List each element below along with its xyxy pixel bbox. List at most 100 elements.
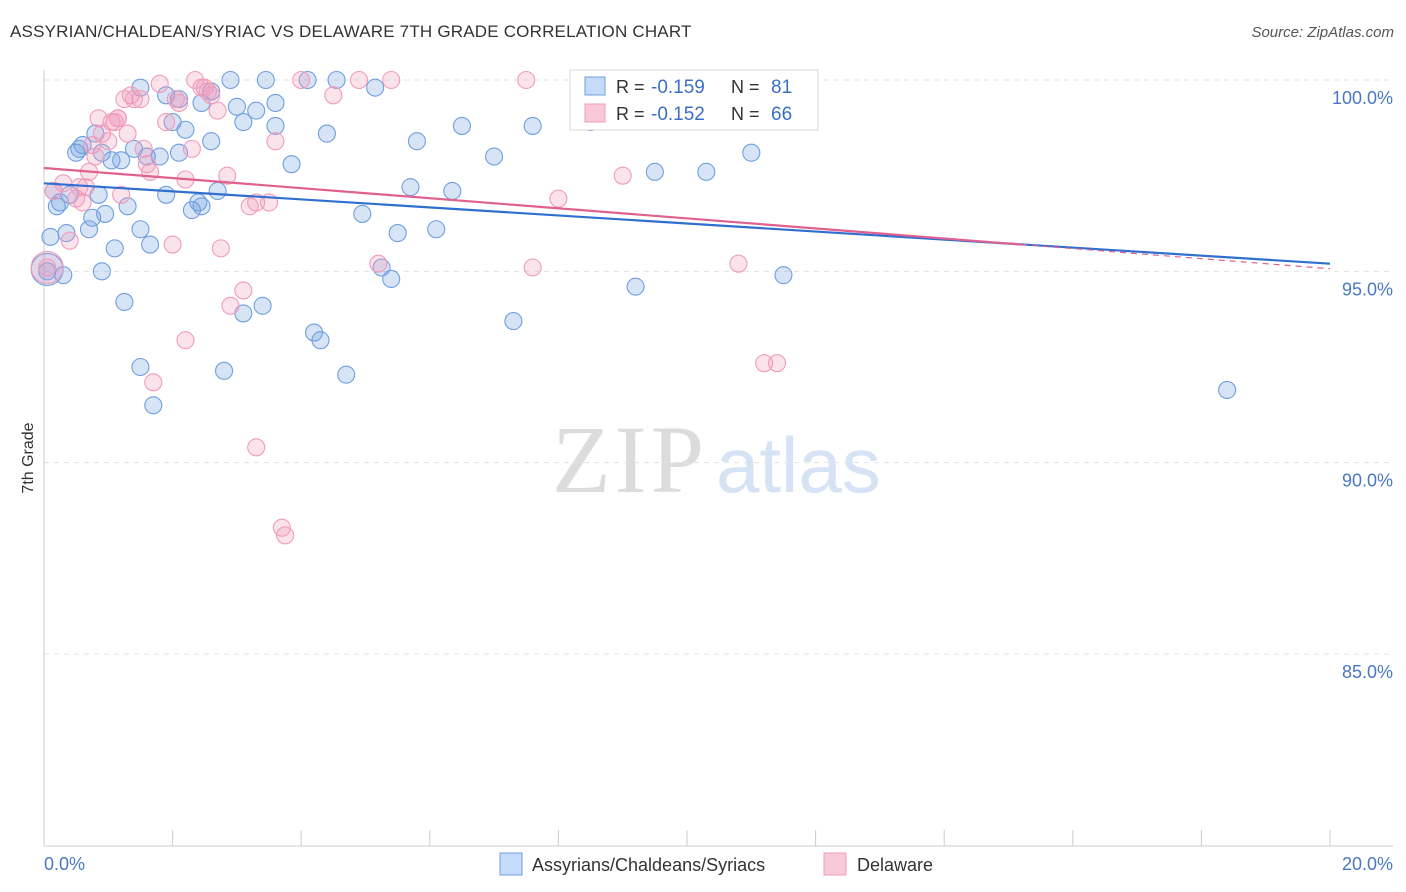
assyrians-point-38	[221, 70, 240, 90]
delaware-point-62	[83, 136, 102, 155]
assyrians-point-1	[41, 227, 60, 246]
delaware-point-29	[186, 70, 205, 90]
y-tick-labels: 85.0% 90.0% 95.0% 100.0%	[1332, 88, 1393, 682]
grid-lines	[44, 79, 1393, 655]
x-axis-ticks	[43, 830, 1331, 846]
trend-line-delaware	[43, 166, 1022, 246]
assyrians-point-32	[182, 201, 201, 220]
assyrians-point-43	[266, 116, 285, 135]
delaware-point-63	[108, 109, 127, 128]
bottom-legend-swatch-blue	[499, 852, 523, 876]
delaware-point-18	[134, 139, 153, 158]
assyrians-point-37	[214, 361, 234, 380]
assyrians-point-49	[327, 70, 346, 90]
assyrians-point-23	[131, 220, 150, 239]
delaware-point-34	[218, 166, 237, 185]
assyrians-point-51	[353, 204, 372, 223]
delaware-point-45	[350, 70, 369, 90]
legend-r-label-1: R =	[616, 77, 645, 97]
legend-swatch-blue	[584, 76, 606, 96]
assyrians-point-20	[118, 197, 137, 216]
delaware-point-47	[382, 70, 401, 90]
assyrians-point-35	[202, 132, 221, 151]
delaware-point-49	[523, 258, 542, 277]
legend-n-label-2: N =	[731, 104, 760, 124]
delaware-point-58	[121, 86, 140, 105]
watermark-atlas: atlas	[716, 421, 881, 509]
assyrians-point-62	[504, 312, 523, 331]
legend-swatch-pink	[584, 103, 606, 123]
assyrians-point-36	[208, 181, 227, 201]
assyrians-point-52	[366, 78, 385, 97]
assyrians-point-48	[317, 124, 336, 143]
delaware-point-36	[234, 281, 253, 300]
delaware-point-42	[276, 526, 295, 545]
delaware-point-48	[517, 70, 536, 90]
assyrians-point-54	[382, 269, 401, 289]
assyrians-point-58	[427, 220, 446, 239]
delaware-point-8	[86, 147, 105, 166]
assyrians-point-15	[96, 204, 115, 223]
source-label: Source: ZipAtlas.com	[1251, 24, 1394, 41]
bottom-legend-swatch-pink	[823, 852, 847, 876]
delaware-point-64	[247, 193, 266, 212]
y-tick-label-90: 90.0%	[1342, 471, 1393, 491]
assyrians-point-61	[485, 147, 504, 166]
y-tick-label-95: 95.0%	[1342, 279, 1393, 299]
assyrians-point-76	[227, 97, 246, 116]
series-assyrians-points	[30, 70, 1237, 415]
assyrians-point-14	[92, 262, 111, 281]
watermark: ZIP atlas	[552, 406, 881, 513]
delaware-point-6	[73, 193, 92, 212]
assyrians-point-68	[742, 143, 761, 162]
assyrians-point-56	[401, 178, 420, 197]
assyrians-point-63	[523, 116, 542, 135]
trend-lines	[43, 166, 1331, 270]
stats-legend: R = -0.159 N = 81 R = -0.152 N = 66	[569, 69, 819, 131]
watermark-zip: ZIP	[552, 406, 708, 513]
delaware-point-54	[767, 354, 787, 373]
delaware-point-1	[44, 181, 63, 201]
assyrians-point-67	[697, 162, 716, 181]
assyrians-point-69	[774, 266, 793, 285]
assyrians-point-25	[141, 235, 160, 254]
delaware-point-21	[144, 373, 163, 392]
delaware-point-0	[38, 258, 57, 277]
legend-r-value-1: -0.159	[651, 77, 705, 98]
delaware-point-23	[157, 113, 176, 132]
delaware-point-15	[118, 124, 137, 143]
delaware-point-52	[729, 254, 748, 273]
delaware-point-40	[266, 132, 285, 151]
assyrians-point-50	[337, 365, 356, 384]
assyrians-point-65	[626, 277, 645, 296]
assyrians-point-45	[298, 70, 317, 90]
assyrians-point-17	[105, 239, 124, 258]
delaware-point-44	[324, 86, 343, 105]
delaware-point-33	[211, 239, 230, 258]
assyrians-point-44	[282, 155, 301, 174]
assyrians-point-70	[1218, 380, 1237, 400]
delaware-point-large	[30, 250, 64, 285]
bottom-legend-label-pink: Delaware	[857, 855, 933, 875]
legend-n-value-1: 81	[771, 77, 792, 98]
assyrians-point-80	[192, 93, 211, 113]
bottom-legend-label-blue: Assyrians/Chaldeans/Syriacs	[532, 855, 765, 875]
delaware-point-10	[99, 132, 118, 151]
delaware-point-43	[292, 70, 311, 90]
delaware-point-24	[163, 235, 182, 254]
series-legend: Assyrians/Chaldeans/Syriacs Delaware	[499, 852, 933, 876]
assyrians-point-10	[79, 220, 99, 239]
delaware-point-65	[198, 82, 218, 101]
assyrians-point-59	[443, 181, 462, 201]
legend-r-value-2: -0.152	[651, 104, 705, 125]
assyrians-point-41	[247, 101, 266, 120]
legend-r-label-2: R =	[616, 104, 645, 124]
assyrians-point-26	[144, 396, 163, 415]
y-tick-label-85: 85.0%	[1342, 662, 1393, 682]
chart-title: ASSYRIAN/CHALDEAN/SYRIAC VS DELAWARE 7TH…	[10, 22, 692, 41]
assyrians-point-19	[115, 292, 134, 311]
delaware-point-3	[60, 231, 79, 250]
assyrians-point-60	[452, 116, 472, 135]
delaware-point-51	[613, 166, 632, 185]
